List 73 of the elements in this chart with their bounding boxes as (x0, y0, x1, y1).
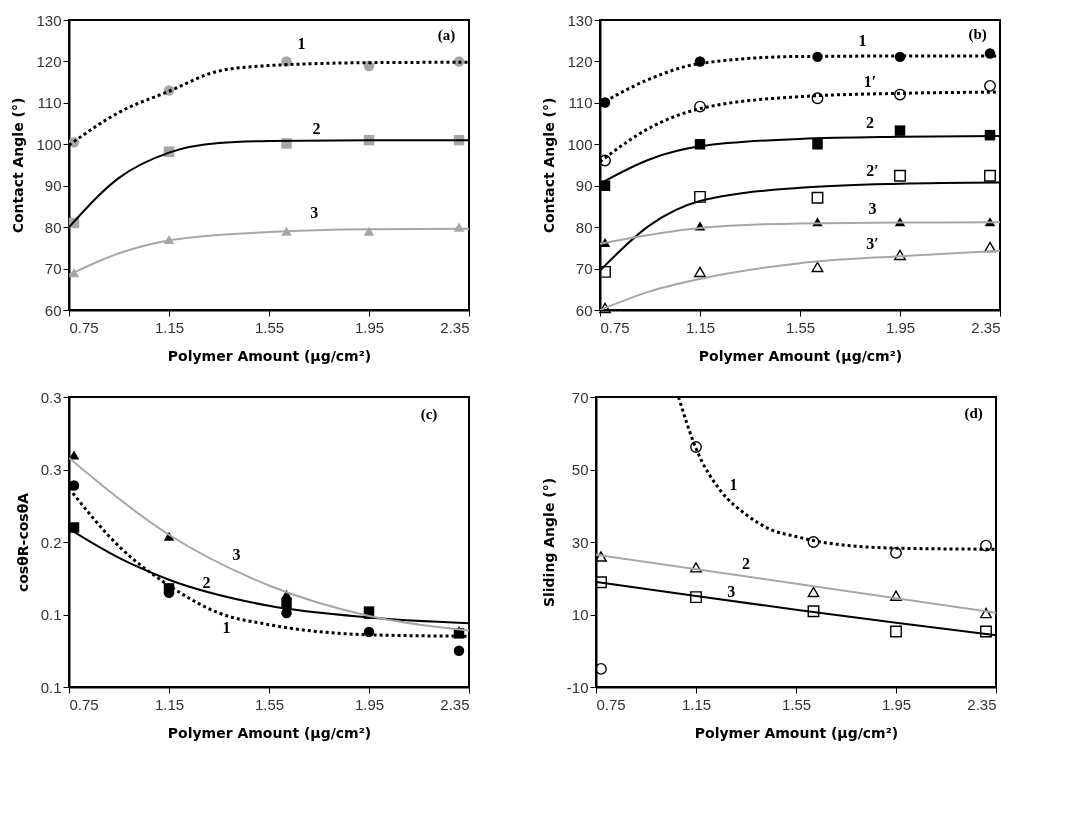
y-tick-label: 110 (37, 94, 62, 112)
y-tick-label: 0.1 (40, 678, 62, 696)
y-axis-title: Contact Angle (°) (541, 97, 558, 234)
y-tick-label: 60 (575, 301, 593, 319)
x-tick-label: 1.15 (685, 318, 716, 336)
y-tick-label: 10 (571, 606, 589, 623)
y-tick-label: 120 (36, 52, 62, 70)
y-tick-label: 30 (571, 533, 589, 551)
annotation: 2′ (866, 161, 879, 179)
y-tick-label: 0.1 (40, 606, 62, 623)
x-tick-label: 1.55 (254, 695, 285, 713)
x-tick-label: 0.75 (69, 318, 99, 336)
x-tick-label: 1.95 (885, 318, 916, 336)
annotation: 3 (310, 204, 319, 222)
y-axis-title: cosθR-cosθA (14, 492, 31, 593)
y-tick-label: 100 (36, 135, 62, 153)
annotation: 3 (232, 546, 241, 564)
y-tick-label: 70 (44, 260, 62, 278)
x-axis-title: Polymer Amount (μg/cm²) (167, 347, 372, 364)
x-tick-label: 0.75 (600, 318, 630, 336)
y-tick-label: 80 (575, 218, 593, 236)
y-tick-label: 70 (571, 388, 589, 406)
x-tick-label: 1.95 (881, 695, 912, 713)
annotation: 1 (297, 35, 306, 53)
annotation: 2 (742, 554, 750, 572)
annotation: 1 (729, 476, 738, 494)
x-tick-label: 1.15 (681, 695, 712, 713)
y-tick-label: 90 (575, 177, 593, 195)
y-tick-label: 0.2 (40, 533, 62, 551)
y-tick-label: 110 (568, 94, 593, 112)
annotation: 2 (866, 113, 874, 131)
annotation: 2 (202, 573, 211, 591)
annotation: (b) (968, 26, 987, 44)
x-tick-label: 0.75 (69, 695, 99, 713)
annotation: 3 (727, 583, 736, 601)
annotation: 2 (312, 120, 321, 138)
x-tick-label: 0.75 (596, 695, 626, 713)
x-tick-label: 1.55 (254, 318, 285, 336)
x-tick-label: 1.15 (154, 695, 185, 713)
y-tick-label: 130 (36, 11, 62, 29)
y-axis-title: Sliding Angle (°) (540, 477, 557, 608)
annotation: 1 (222, 618, 231, 636)
x-tick-label: 2.35 (971, 318, 1001, 336)
y-axis-title: Contact Angle (°) (10, 97, 27, 234)
y-tick-label: 50 (571, 461, 589, 478)
x-tick-label: 1.15 (154, 318, 185, 336)
x-tick-label: 2.35 (440, 318, 470, 336)
x-tick-label: 2.35 (967, 695, 997, 713)
x-tick-label: 2.35 (440, 695, 470, 713)
annotation: (d) (964, 404, 983, 422)
annotation: 3 (868, 200, 877, 218)
y-tick-label: 0.3 (40, 461, 62, 478)
annotation: 1′ (863, 72, 877, 90)
annotation: 3′ (866, 235, 879, 253)
x-tick-label: 1.55 (785, 318, 816, 336)
annotation: (a) (437, 26, 456, 44)
y-tick-label: 130 (567, 11, 593, 29)
x-tick-label: 1.95 (354, 695, 385, 713)
x-axis-title: Polymer Amount (μg/cm²) (694, 724, 899, 741)
y-tick-label: 0.3 (40, 388, 62, 406)
y-tick-label: 60 (44, 301, 62, 319)
annotation: 1 (858, 31, 867, 49)
y-tick-label: 70 (575, 260, 593, 278)
x-axis-title: Polymer Amount (μg/cm²) (167, 724, 372, 741)
y-tick-label: -10 (566, 678, 589, 696)
y-tick-label: 120 (567, 52, 593, 70)
y-tick-label: 90 (44, 177, 62, 195)
x-axis-title: Polymer Amount (μg/cm²) (698, 347, 903, 364)
x-tick-label: 1.95 (354, 318, 385, 336)
x-tick-label: 1.55 (781, 695, 812, 713)
y-tick-label: 100 (567, 135, 593, 153)
annotation: (c) (420, 406, 438, 424)
y-tick-label: 80 (44, 218, 62, 236)
